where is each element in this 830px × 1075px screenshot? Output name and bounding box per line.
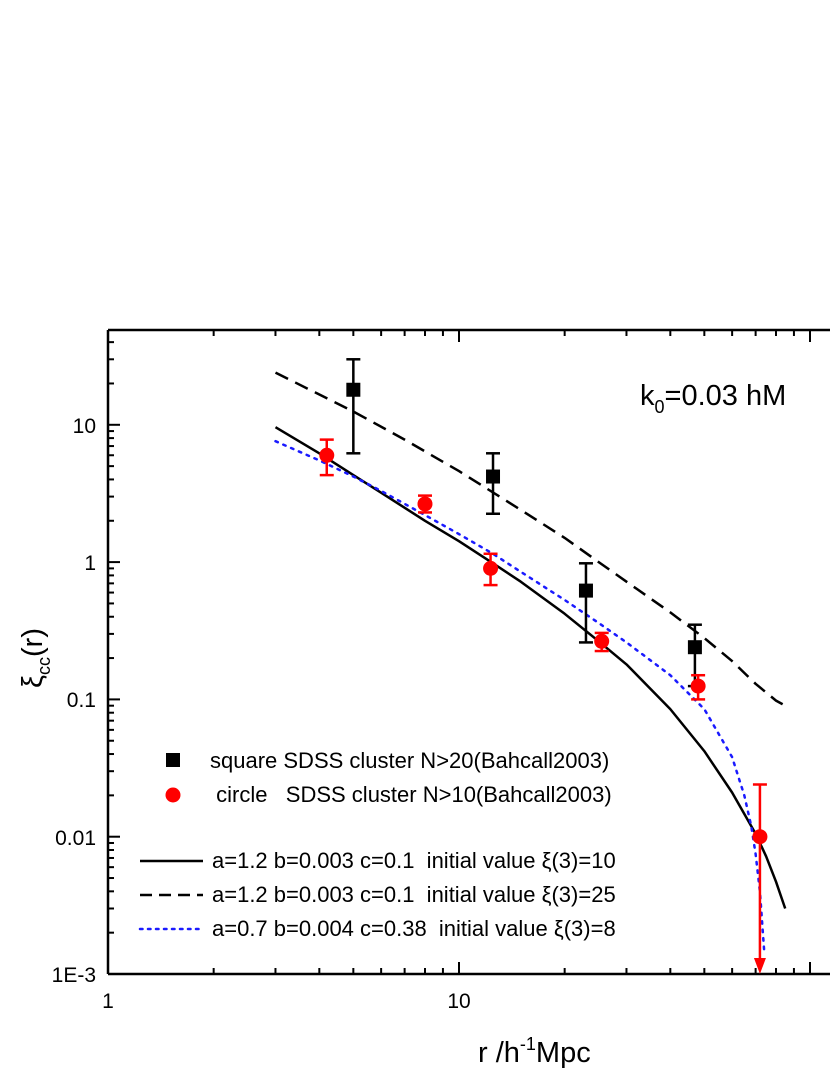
square-data-point <box>687 640 702 655</box>
y-tick-label-1: 1 <box>84 552 96 575</box>
circle-data-point <box>690 678 706 694</box>
y-tick-label-10: 10 <box>73 415 96 438</box>
circle-data-point <box>319 447 335 463</box>
k0-annotation-main: k <box>640 380 655 412</box>
y-tick-label-1e-3: 1E-3 <box>52 964 96 987</box>
legend-label-solid: a=1.2 b=0.003 c=0.1 initial value ξ(3)=1… <box>212 848 616 873</box>
dotted-curve <box>274 439 766 952</box>
square-data-point <box>578 583 593 598</box>
legend-marker-circle <box>165 787 181 803</box>
circle-data-point <box>594 633 610 649</box>
square-data-point <box>346 382 361 397</box>
legend-label-square: square SDSS cluster N>20(Bahcall2003) <box>210 748 609 773</box>
y-axis-title-sub: cc <box>34 657 54 675</box>
x-axis-title: r /h-1Mpc <box>478 1034 591 1069</box>
y-axis-title-main: ξ <box>17 675 49 688</box>
x-tick-label-10: 10 <box>447 990 470 1013</box>
y-axis-title-tail: (r) <box>17 628 49 657</box>
dashed-curve <box>274 371 786 707</box>
axis-ticks <box>107 330 811 975</box>
legend-marker-square <box>166 753 180 767</box>
y-tick-label-0.1: 0.1 <box>67 689 96 712</box>
legend: square SDSS cluster N>20(Bahcall2003) ci… <box>138 748 616 941</box>
solid-curve <box>274 426 787 909</box>
k0-annotation-tail: =0.03 hM <box>665 380 787 412</box>
circle-data-point <box>483 560 499 576</box>
x-axis-title-sup: -1 <box>520 1034 536 1054</box>
upper-limit-arrow <box>753 958 766 974</box>
x-tick-label-1: 1 <box>102 990 114 1013</box>
data-points <box>319 358 768 974</box>
circle-data-point <box>752 829 768 845</box>
k0-annotation: k0=0.03 hM <box>640 380 786 417</box>
circle-data-point <box>417 496 433 512</box>
legend-label-dotted: a=0.7 b=0.004 c=0.38 initial value ξ(3)=… <box>212 916 616 941</box>
y-tick-label-0.01: 0.01 <box>55 827 96 850</box>
k0-annotation-sub: 0 <box>655 397 665 417</box>
x-axis-title-main: r /h <box>478 1037 520 1069</box>
square-data-point <box>486 469 501 484</box>
y-axis-title: ξcc(r) <box>17 628 54 688</box>
x-axis-title-tail: Mpc <box>536 1037 591 1069</box>
legend-label-circle: circle SDSS cluster N>10(Bahcall2003) <box>210 782 612 807</box>
legend-label-dashed: a=1.2 b=0.003 c=0.1 initial value ξ(3)=2… <box>212 882 616 907</box>
